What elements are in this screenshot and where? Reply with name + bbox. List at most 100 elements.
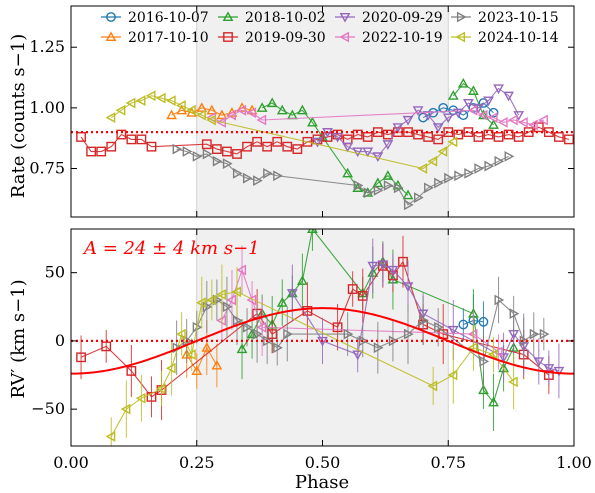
bottom-data-point (529, 328, 540, 340)
bottom-data-point (458, 319, 469, 330)
top-plot-area (76, 77, 574, 211)
legend-marker (223, 32, 233, 42)
bottom-data-point (478, 384, 489, 395)
bottom-data-point (135, 392, 146, 404)
xtick-label: 0.00 (53, 453, 89, 472)
bottom-data-point (507, 376, 518, 388)
bottom-ytick-label: −50 (31, 399, 65, 418)
top-data-point (242, 172, 253, 184)
bottom-data-point (358, 335, 369, 347)
top-series-2024-10-14 (105, 90, 458, 174)
bottom-data-point (216, 289, 226, 300)
top-data-point (206, 114, 216, 126)
top-data-point (201, 139, 212, 150)
top-data-point (86, 146, 97, 157)
bottom-data-point (236, 343, 248, 354)
top-data-point (105, 112, 116, 123)
top-data-point (246, 107, 257, 119)
top-data-point (444, 172, 454, 184)
top-data-point (503, 91, 514, 102)
top-data-point (447, 90, 459, 100)
top-data-point (176, 100, 186, 111)
bottom-data-point (478, 316, 489, 327)
bottom-data-point (492, 346, 503, 358)
top-data-point (242, 141, 252, 152)
bottom-data-point (553, 366, 565, 377)
top-data-point (412, 106, 424, 116)
bottom-data-point (479, 355, 490, 367)
bottom-data-point (211, 359, 223, 370)
bottom-data-point (176, 328, 186, 340)
top-data-point (422, 111, 434, 121)
top-data-point (467, 104, 478, 116)
bottom-data-point (206, 294, 216, 306)
top-data-point (176, 104, 188, 115)
top-data-point (488, 119, 499, 129)
top-data-point (232, 149, 242, 159)
bottom-data-point (182, 335, 193, 347)
top-ytick-label: 1.25 (29, 37, 65, 56)
bottom-data-point (539, 328, 550, 340)
bottom-data-point (212, 294, 223, 306)
top-data-point (253, 175, 263, 187)
bottom-data-point (367, 261, 379, 272)
bottom-data-point (419, 315, 429, 326)
top-data-point (382, 170, 394, 180)
top-data-point (353, 180, 364, 191)
legend-item-2022-10-19: 2022-10-19 (335, 30, 443, 46)
xtick-label: 0.25 (179, 453, 215, 472)
top-data-point (302, 136, 313, 147)
legend-marker (455, 31, 466, 43)
top-series-2019-09-30 (76, 122, 574, 159)
bottom-data-point (267, 329, 278, 339)
top-data-point (232, 167, 243, 179)
top-data-point (447, 136, 458, 148)
xtick-label: 1.00 (556, 453, 592, 472)
legend-marker (456, 11, 467, 23)
bottom-data-point (352, 350, 364, 361)
legend-marker (339, 12, 351, 23)
top-data-point (452, 108, 464, 119)
top-data-point (125, 97, 136, 109)
bottom-ytick-label: 50 (45, 263, 65, 282)
bottom-data-point (403, 328, 414, 340)
bottom-data-point (519, 335, 530, 347)
bottom-data-point (256, 321, 267, 333)
bottom-data-point (273, 342, 283, 354)
top-data-point (322, 128, 333, 138)
top-data-point (442, 113, 454, 124)
bottom-data-point (388, 335, 399, 347)
legend-label: 2019-09-30 (245, 30, 326, 46)
bottom-data-point (232, 315, 243, 326)
top-data-point (484, 160, 495, 172)
legend-item-2019-09-30: 2019-09-30 (218, 30, 326, 46)
bottom-data-point (165, 362, 176, 374)
top-series-line (211, 109, 545, 126)
top-data-point (434, 177, 444, 189)
bottom-panel: −50 0 50 0.00 0.25 0.50 0.75 1.00 (31, 228, 592, 472)
top-panel: 0.75 1.00 1.25 (29, 5, 575, 218)
top-data-point (216, 109, 228, 120)
top-data-point (402, 189, 414, 200)
top-data-point (282, 141, 293, 152)
bottom-data-point (494, 294, 505, 306)
bottom-data-point (201, 342, 213, 352)
bottom-data-point (242, 321, 253, 333)
top-data-point (222, 146, 232, 157)
bottom-data-point (263, 335, 273, 347)
bottom-data-point (509, 308, 520, 320)
top-data-point (307, 116, 318, 127)
top-data-point (206, 104, 218, 115)
top-data-point (135, 95, 146, 106)
top-data-point (262, 141, 273, 152)
bottom-data-point (317, 336, 328, 347)
top-data-point (493, 132, 504, 142)
legend-label: 2020-09-29 (362, 10, 443, 26)
bottom-xlabel: Phase (295, 472, 349, 493)
top-data-point (457, 77, 469, 88)
bottom-data-point (286, 289, 298, 299)
top-data-point (106, 141, 117, 152)
top-data-point (538, 114, 548, 126)
top-data-point (272, 136, 283, 147)
